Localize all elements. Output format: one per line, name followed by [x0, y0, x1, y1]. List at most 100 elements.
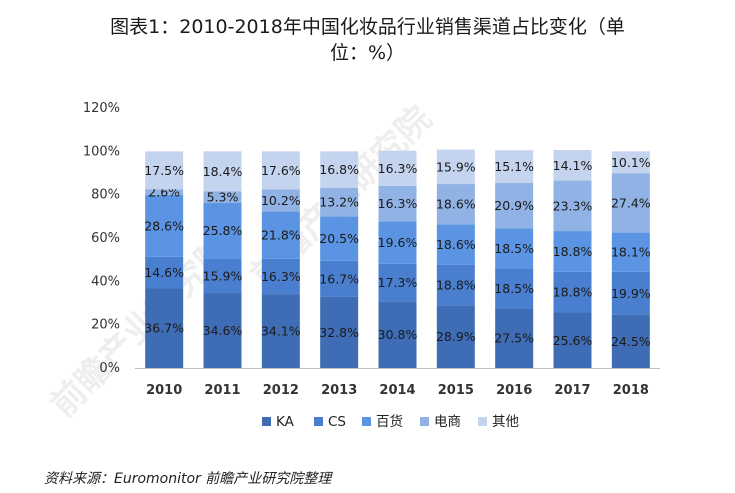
data-label: 10.1%	[611, 155, 651, 170]
bar-segment-2015-百货	[436, 224, 475, 265]
legend-swatch-KA	[262, 417, 271, 426]
bar-segment-2017-KA	[553, 312, 592, 368]
bar-segment-2017-其他	[553, 150, 592, 181]
chart-title: 图表1：2010-2018年中国化妆品行业销售渠道占比变化（单 位：%）	[0, 14, 735, 66]
data-label: 23.3%	[553, 198, 593, 213]
bar-segment-2011-CS	[203, 258, 242, 294]
data-label: 18.5%	[494, 241, 534, 256]
bar-segment-2012-百货	[261, 211, 300, 259]
bar-segment-2010-CS	[145, 256, 184, 289]
bar-segment-2014-CS	[378, 263, 417, 302]
source-note: 资料来源：Euromonitor 前瞻产业研究院整理	[44, 471, 332, 487]
bar-segment-2012-CS	[261, 258, 300, 295]
data-label: 25.8%	[203, 223, 243, 238]
bar-segment-2013-KA	[320, 296, 359, 368]
bar-segment-2016-电商	[495, 182, 534, 229]
x-tick-label: 2018	[613, 383, 649, 398]
data-label: 15.9%	[203, 268, 243, 283]
bar-segment-2014-百货	[378, 221, 417, 264]
legend-swatch-电商	[420, 417, 429, 426]
bar-segment-2016-其他	[495, 150, 534, 183]
data-label: 18.8%	[553, 244, 593, 259]
data-label: 16.3%	[261, 269, 301, 284]
bar-segment-2013-其他	[320, 151, 359, 188]
data-label: 28.6%	[144, 218, 184, 233]
bar-segment-2018-其他	[611, 151, 650, 174]
bar-segment-2011-电商	[203, 191, 242, 203]
bar-segment-2015-其他	[436, 149, 475, 185]
data-label: 27.4%	[611, 195, 651, 210]
data-label: 20.9%	[494, 198, 534, 213]
bar-segment-2014-KA	[378, 301, 417, 368]
data-label: 18.6%	[436, 237, 476, 252]
data-label: 21.8%	[261, 228, 301, 243]
legend-swatch-百货	[362, 417, 371, 426]
data-label: 15.9%	[436, 159, 476, 174]
data-label: 17.6%	[261, 163, 301, 178]
data-label: 36.7%	[144, 321, 184, 336]
bar-segment-2011-其他	[203, 151, 242, 192]
legend-label-电商: 电商	[434, 414, 461, 430]
data-label: 24.5%	[611, 334, 651, 349]
bar-segment-2014-其他	[378, 150, 417, 186]
chart-title-line-1: 图表1：2010-2018年中国化妆品行业销售渠道占比变化（单	[110, 16, 625, 38]
data-label: 30.8%	[378, 327, 418, 342]
y-tick-label: 100%	[83, 144, 120, 159]
bar-segment-2016-CS	[495, 268, 534, 309]
x-tick-label: 2016	[496, 383, 532, 398]
data-label: 14.6%	[144, 265, 184, 280]
x-tick-label: 2011	[204, 383, 240, 398]
bar-segment-2018-KA	[611, 314, 650, 368]
data-label: 34.6%	[203, 323, 243, 338]
x-tick-label: 2017	[554, 383, 590, 398]
x-tick-label: 2014	[379, 383, 415, 398]
bar-segment-2017-百货	[553, 231, 592, 272]
bar-segment-2013-百货	[320, 216, 359, 261]
data-label: 28.9%	[436, 329, 476, 344]
data-label: 34.1%	[261, 324, 301, 339]
legend-swatch-CS	[314, 417, 323, 426]
bar-segment-2010-电商	[145, 189, 184, 195]
data-label: 18.8%	[436, 278, 476, 293]
bar-segment-2016-百货	[495, 228, 534, 269]
data-label: 27.5%	[494, 331, 534, 346]
bar-segment-2017-电商	[553, 180, 592, 232]
chart-title-line-2: 位：%）	[329, 42, 406, 64]
data-label: 18.8%	[553, 285, 593, 300]
data-label: 32.8%	[319, 325, 359, 340]
legend-label-百货: 百货	[376, 413, 403, 430]
bar-segment-2011-百货	[203, 202, 242, 259]
bar-segment-2014-电商	[378, 186, 417, 222]
data-label: 19.6%	[378, 235, 418, 250]
data-label: 16.7%	[319, 271, 359, 286]
bar-segment-2015-电商	[436, 184, 475, 225]
x-tick-label: 2015	[438, 383, 474, 398]
y-tick-label: 120%	[83, 101, 120, 116]
y-tick-label: 20%	[91, 318, 120, 333]
bar-segment-2013-CS	[320, 260, 359, 297]
bar-segment-2010-KA	[145, 288, 184, 368]
data-label: 18.5%	[494, 281, 534, 296]
data-label: 18.4%	[203, 164, 243, 179]
bar-segment-2018-CS	[611, 271, 650, 315]
data-label: 16.3%	[378, 161, 418, 176]
data-label: 17.5%	[144, 163, 184, 178]
bar-segment-2012-KA	[261, 294, 300, 368]
data-label: 13.2%	[319, 195, 359, 210]
data-label: 10.2%	[261, 193, 301, 208]
y-tick-label: 40%	[91, 274, 120, 289]
data-label: 18.1%	[611, 245, 651, 260]
y-tick-label: 0%	[99, 361, 120, 376]
data-label: 15.1%	[494, 159, 534, 174]
data-label: 25.6%	[553, 333, 593, 348]
x-tick-label: 2012	[263, 383, 299, 398]
legend-label-其他: 其他	[492, 414, 519, 430]
bar-segment-2016-KA	[495, 308, 534, 368]
data-label: 20.5%	[319, 231, 359, 246]
bar-segment-2011-KA	[203, 293, 242, 368]
bar-segment-2018-电商	[611, 173, 650, 233]
bar-segment-2015-CS	[436, 264, 475, 306]
bar-segment-2018-百货	[611, 232, 650, 272]
bar-segment-2017-CS	[553, 271, 592, 313]
